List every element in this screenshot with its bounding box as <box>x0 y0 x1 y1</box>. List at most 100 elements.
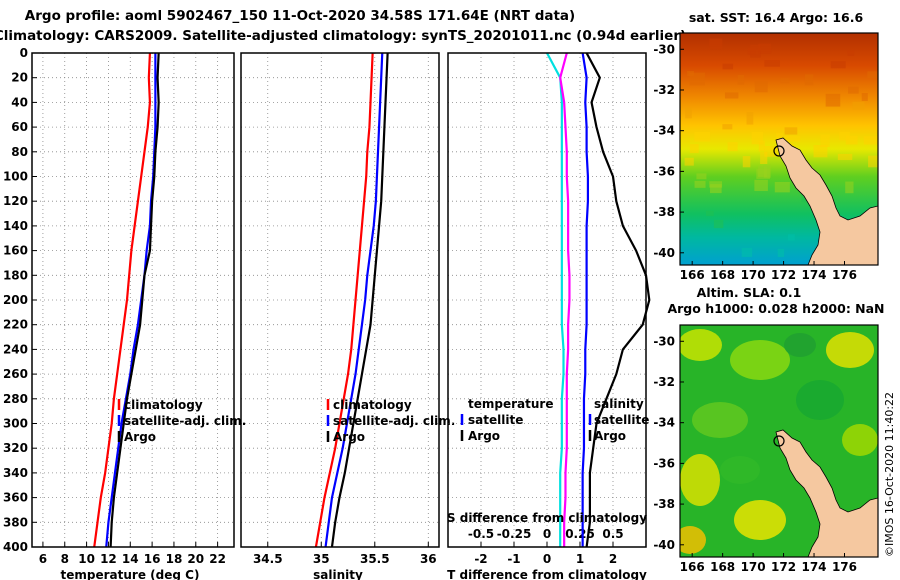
x-tick-label: 10 <box>78 552 95 566</box>
x-tick-label: 35.5 <box>360 552 390 566</box>
legend-label-climatology: climatology <box>333 398 412 412</box>
series-line-t-satellite <box>546 52 565 547</box>
legend-label-T-satellite: satellite <box>468 413 523 427</box>
x-tick-label: 14 <box>122 552 139 566</box>
legend-header-salinity: salinity <box>594 397 644 411</box>
sst-patch <box>868 155 878 168</box>
sst-patch <box>852 101 865 110</box>
map-lat-label: -36 <box>653 456 675 470</box>
map-lat-label: -36 <box>653 164 675 178</box>
sst-patch <box>710 184 722 194</box>
legend-label-satellite: satellite-adj. clim. <box>333 414 455 428</box>
map-lat-label: -40 <box>653 246 675 260</box>
y-tick-label: 400 <box>3 540 28 554</box>
sst-patch <box>713 219 724 229</box>
new-zealand-land <box>775 429 878 557</box>
map-lon-label: 172 <box>771 560 796 574</box>
credit-stamp: ©IMOS 16-Oct-2020 11:40:22 <box>883 392 896 557</box>
sst-patch <box>722 63 734 70</box>
map-lat-label: -30 <box>653 334 675 348</box>
legend-label-argo: Argo <box>333 430 365 444</box>
legend-label-climatology: climatology <box>124 398 203 412</box>
salinity-xlabel: salinity <box>313 568 363 580</box>
map-lon-label: 168 <box>710 560 735 574</box>
salinity-axis-ticks: 34.5 35 35.5 36 <box>253 542 437 566</box>
temperature-legend: climatology satellite-adj. clim. Argo <box>117 398 246 444</box>
legend-label-argo: Argo <box>124 430 156 444</box>
y-tick-label: 240 <box>3 342 28 356</box>
x-tick-label: 34.5 <box>253 552 283 566</box>
sst-patch <box>787 234 795 241</box>
legend-header-temperature: temperature <box>468 397 553 411</box>
legend-label-S-satellite: satellite <box>594 413 649 427</box>
sla-anomaly-patches <box>680 329 878 554</box>
x-tick-label: 6 <box>39 552 47 566</box>
x-tick-label: 18 <box>166 552 183 566</box>
series-line-satellite-adj-clim- <box>324 52 384 548</box>
x-tick-label: 16 <box>144 552 161 566</box>
sst-patch <box>685 107 692 119</box>
map-lon-label: 166 <box>680 560 705 574</box>
sst-patch <box>758 140 765 152</box>
series-line-climatology <box>314 52 374 548</box>
series-line-t-argo <box>585 52 651 548</box>
sst-patch <box>742 156 751 168</box>
map-lat-label: -30 <box>653 42 675 56</box>
sst-patch <box>830 61 846 69</box>
sst-patch <box>863 136 878 145</box>
x-tick-label: 35 <box>313 552 330 566</box>
sst-patch <box>777 248 785 257</box>
sst-patch <box>724 92 739 99</box>
legend-label-satellite: satellite-adj. clim. <box>124 414 246 428</box>
figure-title-line2: Climatology: CARS2009. Satellite-adjuste… <box>0 28 686 44</box>
sst-map-lon-ticks: 166 168 170 172 174 176 <box>680 261 857 282</box>
difference-panel: -2 -1 0 1 2 -0.5 -0.25 0 0.25 0.5 temperature sa… <box>447 52 651 580</box>
map-lat-label: -34 <box>653 124 675 138</box>
x-tick-label: -2 <box>474 552 487 566</box>
sst-patch <box>687 70 694 77</box>
x-tick-label: 36 <box>420 552 437 566</box>
map-lon-label: 166 <box>680 268 705 282</box>
y-tick-label: 100 <box>3 170 28 184</box>
sla-map-lon-ticks: 166 168 170 172 174 176 <box>680 553 857 574</box>
sla-map-lat-ticks: -30 -32 -34 -36 -38 -40 <box>653 334 684 552</box>
sst-patch <box>804 74 814 86</box>
sst-patch <box>764 60 780 67</box>
sst-patch <box>758 43 772 54</box>
sla-map: Altim. SLA: 0.1 Argo h1000: 0.028 h2000:… <box>653 285 884 574</box>
temperature-xlabel: temperature (deg C) <box>61 568 200 580</box>
x2-tick-label: 0 <box>543 527 551 541</box>
sla-patch <box>720 456 760 484</box>
sst-patch <box>750 44 761 58</box>
series-line-argo <box>330 52 389 548</box>
sla-map-subtitle: Argo h1000: 0.028 h2000: NaN <box>667 301 884 316</box>
sla-patch <box>680 454 720 506</box>
sla-patch <box>796 380 844 420</box>
sst-patch <box>694 132 711 142</box>
y-tick-label: 40 <box>11 95 28 109</box>
x-tick-label: 0 <box>543 552 551 566</box>
sst-patch <box>774 181 790 193</box>
salinity-frame <box>240 52 440 548</box>
argo-position-marker <box>773 435 785 447</box>
sst-patch <box>705 210 714 216</box>
map-lat-label: -32 <box>653 83 675 97</box>
y-tick-label: 200 <box>3 293 28 307</box>
y-tick-label: 260 <box>3 367 28 381</box>
legend-label-T-argo: Argo <box>468 429 500 443</box>
sst-map-frame <box>679 32 879 266</box>
difference-S-axis-ticks: -0.5 -0.25 0 0.25 0.5 <box>468 527 624 541</box>
sst-patch <box>737 74 745 85</box>
sla-map-title: Altim. SLA: 0.1 <box>697 285 802 300</box>
sst-patch <box>754 81 768 93</box>
argo-position-marker <box>773 145 785 157</box>
y-tick-label: 0 <box>20 46 28 60</box>
sst-patch <box>845 181 854 194</box>
x-tick-label: 12 <box>100 552 117 566</box>
map-lon-label: 168 <box>710 268 735 282</box>
difference-series <box>546 52 651 548</box>
temperature-axis-ticks: 6 8 10 12 14 16 18 20 22 <box>39 542 226 566</box>
sst-map-lat-ticks: -30 -32 -34 -36 -38 -40 <box>653 42 684 260</box>
x-tick-label: 2 <box>609 552 617 566</box>
sst-texture <box>684 38 878 257</box>
